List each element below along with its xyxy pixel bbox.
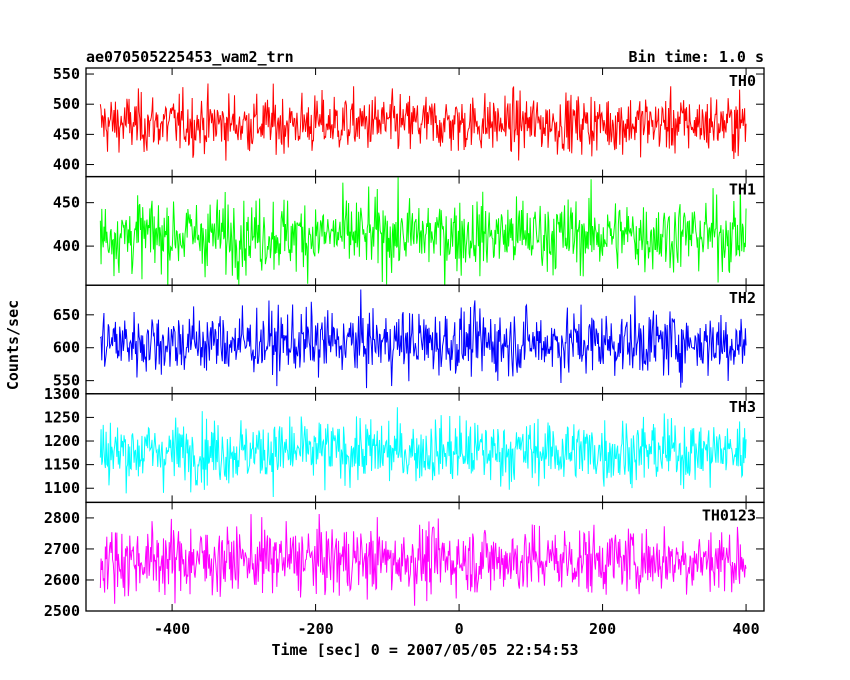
y-tick-label-th0-400: 400 (53, 156, 80, 174)
y-tick-label-th2-550: 550 (53, 372, 80, 390)
y-tick-label-th0-550: 550 (53, 65, 80, 83)
series-line-th2 (99, 289, 747, 389)
panel-th0123: 2500 2600 2700 2800 TH0123 (44, 501, 765, 620)
y-tick-label-th2-600: 600 (53, 339, 80, 357)
panel-th3: 1100 1150 1200 1250 1300 TH3 (44, 385, 765, 504)
panel-th2: 550 600 650 TH2 (53, 284, 765, 395)
series-line-th0 (99, 83, 747, 161)
y-tick-label-th1-450: 450 (53, 194, 80, 212)
panel-th1: 400 450 TH1 (53, 175, 765, 286)
y-tick-label-th3-1300: 1300 (44, 385, 80, 403)
series-label-th0: TH0 (729, 72, 756, 90)
series-label-th1: TH1 (729, 181, 756, 199)
x-tick-label-200: 200 (589, 620, 616, 638)
bin-time-label: Bin time: 1.0 s (629, 48, 764, 66)
x-axis: -400 -200 0 200 400 (154, 620, 760, 638)
series-label-th2: TH2 (729, 289, 756, 307)
y-tick-label-th1-400: 400 (53, 237, 80, 255)
y-tick-label-th3-1150: 1150 (44, 456, 80, 474)
y-tick-label-th0123-2800: 2800 (44, 509, 80, 527)
y-tick-label-th3-1200: 1200 (44, 432, 80, 450)
y-axis-label: Counts/sec (4, 300, 22, 390)
x-tick-label-400: 400 (733, 620, 760, 638)
y-tick-label-th3-1250: 1250 (44, 408, 80, 426)
y-tick-label-th0123-2600: 2600 (44, 571, 80, 589)
series-line-th0123 (99, 514, 747, 606)
y-tick-label-th2-650: 650 (53, 306, 80, 324)
series-line-th3 (99, 407, 747, 497)
series-label-th0123: TH0123 (702, 506, 756, 524)
series-line-th1 (99, 177, 747, 286)
x-tick-label--200: -200 (298, 620, 334, 638)
panels-group: 400 450 500 550 TH0 400 450 TH1 550 600 650 TH2 1100… (44, 65, 765, 620)
chart-title: ae070505225453_wam2_trn (86, 48, 294, 66)
x-tick-label-0: 0 (455, 620, 464, 638)
panel-th0: 400 450 500 550 TH0 (53, 65, 765, 178)
panel-frame-th0123 (85, 501, 765, 612)
y-tick-label-th3-1100: 1100 (44, 479, 80, 497)
y-tick-label-th0-500: 500 (53, 95, 80, 113)
x-tick-label--400: -400 (154, 620, 190, 638)
y-tick-label-th0123-2500: 2500 (44, 602, 80, 620)
x-axis-label: Time [sec] 0 = 2007/05/05 22:54:53 (271, 641, 578, 659)
series-label-th3: TH3 (729, 398, 756, 416)
y-tick-label-th0123-2700: 2700 (44, 540, 80, 558)
y-tick-label-th0-450: 450 (53, 125, 80, 143)
